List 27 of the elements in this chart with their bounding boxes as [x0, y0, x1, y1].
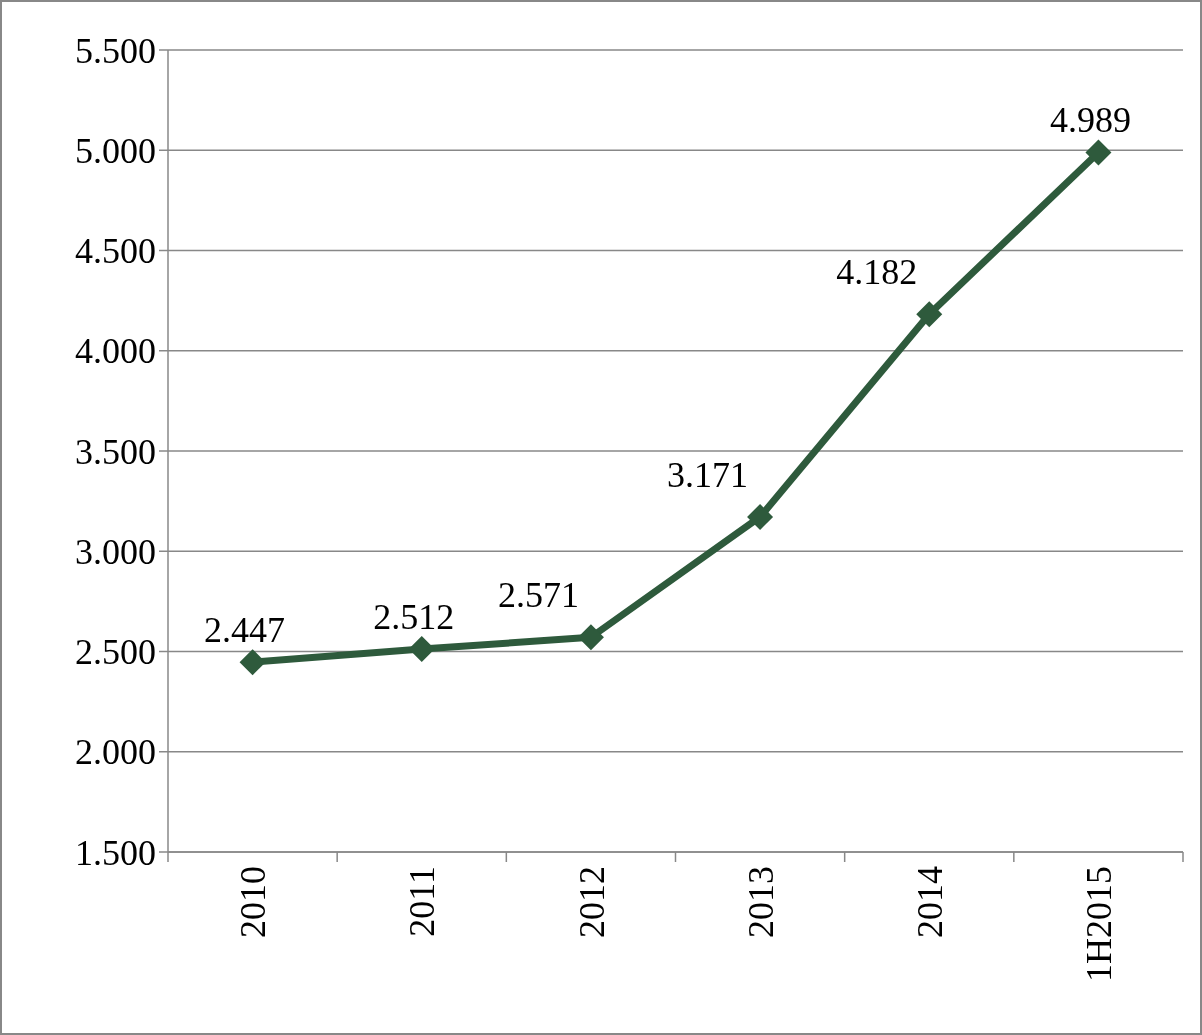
x-tick-label: 2011 — [402, 866, 443, 937]
y-tick-label: 5.000 — [75, 130, 156, 171]
x-tick-label: 2010 — [233, 866, 274, 938]
y-tick-label: 3.500 — [75, 431, 156, 472]
point — [577, 624, 604, 651]
point — [408, 636, 435, 663]
y-tick-label: 1.500 — [75, 832, 156, 873]
point — [747, 503, 774, 530]
y-tick-label: 5.500 — [75, 30, 156, 71]
data-label: 2.512 — [373, 597, 455, 638]
point — [1085, 139, 1112, 166]
y-tick-label: 4.500 — [75, 231, 156, 272]
x-tick-label: 1H2015 — [1079, 866, 1120, 982]
data-label: 4.182 — [836, 252, 918, 293]
y-tick-label: 3.000 — [75, 531, 156, 572]
y-tick-label: 4.000 — [75, 331, 156, 372]
point — [916, 301, 943, 328]
x-tick-label: 2012 — [571, 866, 612, 938]
point — [239, 649, 266, 676]
data-label: 4.989 — [1049, 100, 1131, 141]
y-tick-label: 2.500 — [75, 632, 156, 673]
x-tick-label: 2014 — [909, 866, 950, 938]
data-label: 3.171 — [667, 454, 749, 495]
data-label: 2.571 — [497, 575, 579, 616]
data-label: 2.447 — [204, 610, 286, 651]
x-tick-label: 2013 — [740, 866, 781, 938]
y-tick-label: 2.000 — [75, 732, 156, 773]
